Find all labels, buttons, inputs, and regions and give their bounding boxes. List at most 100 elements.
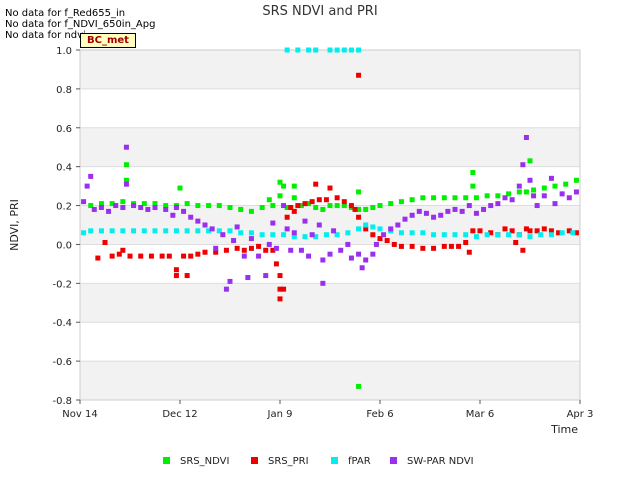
point-srs-ndvi [152,201,158,207]
point-srs-pri [520,247,526,253]
point-fpar [484,232,490,238]
point-fpar [548,232,554,238]
point-sw-par-ndvi [181,208,187,214]
point-sw-par-ndvi [552,201,558,207]
point-sw-par-ndvi [248,236,254,242]
point-sw-par-ndvi [356,251,362,257]
point-srs-ndvi [120,199,126,205]
point-srs-ndvi [141,201,147,207]
point-sw-par-ndvi [131,203,137,209]
point-sw-par-ndvi [152,205,158,210]
point-srs-pri [256,243,262,249]
point-srs-pri [173,267,179,273]
point-sw-par-ndvi [534,203,540,209]
point-sw-par-ndvi [363,257,369,263]
point-fpar [420,230,426,236]
point-fpar [327,47,333,53]
point-srs-pri [502,226,508,232]
point-sw-par-ndvi [541,193,547,199]
background-band [80,361,580,400]
point-srs-ndvi [88,203,94,209]
point-srs-pri [173,273,179,279]
point-srs-pri [363,226,369,232]
point-sw-par-ndvi [559,191,565,197]
point-sw-par-ndvi [241,253,247,259]
point-sw-par-ndvi [459,208,465,214]
point-srs-pri [316,197,322,203]
point-sw-par-ndvi [245,275,251,280]
point-srs-pri [288,205,294,210]
point-fpar [463,232,469,238]
point-srs-ndvi [541,185,547,191]
point-srs-pri [341,199,347,205]
point-srs-pri [534,228,540,234]
point-srs-ndvi [277,193,283,199]
point-srs-ndvi [420,195,426,201]
point-srs-pri [441,243,447,249]
point-fpar [291,234,297,240]
x-tick-label: Nov 14 [62,409,97,420]
point-sw-par-ndvi [302,218,308,224]
point-srs-ndvi [184,201,190,207]
point-srs-pri [398,243,404,249]
point-fpar [195,228,201,234]
point-srs-pri [391,241,397,247]
point-fpar [370,224,376,230]
point-fpar [295,47,301,53]
point-srs-pri [295,203,301,209]
background-band [80,127,580,167]
point-srs-ndvi [291,195,297,201]
legend-label-srs-ndvi: SRS_NDVI [180,456,229,467]
point-srs-pri [356,214,362,220]
point-fpar [495,232,501,238]
point-srs-ndvi [573,177,579,183]
point-srs-ndvi [216,203,222,209]
point-srs-pri [409,243,415,249]
series-srs-ndvi [88,158,579,389]
point-fpar [441,232,447,238]
legend-swatch-sw-par-ndvi [390,457,397,464]
point-srs-pri [556,230,562,236]
series-layer [81,47,579,389]
point-srs-ndvi [284,205,290,210]
legend: SRS_NDVI SRS_PRI fPAR SW-PAR NDVI [163,456,474,467]
point-sw-par-ndvi [106,208,112,214]
point-sw-par-ndvi [220,232,226,238]
point-sw-par-ndvi [573,189,579,195]
point-srs-ndvi [313,205,319,210]
point-srs-ndvi [327,203,333,209]
point-srs-ndvi [306,201,312,207]
point-srs-pri [116,251,122,257]
point-fpar [216,228,222,234]
x-axis-ticks: Nov 14 Dec 12 Jan 9 Feb 6 Mar 6 Apr 3 [62,400,593,420]
point-srs-ndvi [281,183,287,189]
point-sw-par-ndvi [409,212,415,218]
point-fpar [306,47,312,53]
point-sw-par-ndvi [145,206,151,212]
point-srs-pri [527,228,533,234]
point-fpar [259,232,265,238]
point-fpar [227,228,233,234]
point-srs-ndvi [320,206,326,212]
point-srs-ndvi [441,195,447,201]
point-srs-ndvi [506,191,512,197]
point-srs-ndvi [248,208,254,214]
point-srs-ndvi [452,195,458,201]
point-srs-pri [470,228,476,234]
point-sw-par-ndvi [163,206,169,212]
point-srs-ndvi [291,183,297,189]
site-tag: BC_met [80,33,136,48]
background-band [80,283,580,323]
point-fpar [281,232,287,238]
point-sw-par-ndvi [495,201,501,207]
point-sw-par-ndvi [227,278,233,284]
point-fpar [341,47,347,53]
point-srs-pri [431,245,437,251]
point-sw-par-ndvi [98,205,104,210]
point-srs-pri [273,261,279,267]
point-fpar [356,47,362,53]
x-tick-label: Jan 9 [267,409,293,420]
point-srs-pri [456,243,462,249]
point-srs-ndvi [277,179,283,185]
